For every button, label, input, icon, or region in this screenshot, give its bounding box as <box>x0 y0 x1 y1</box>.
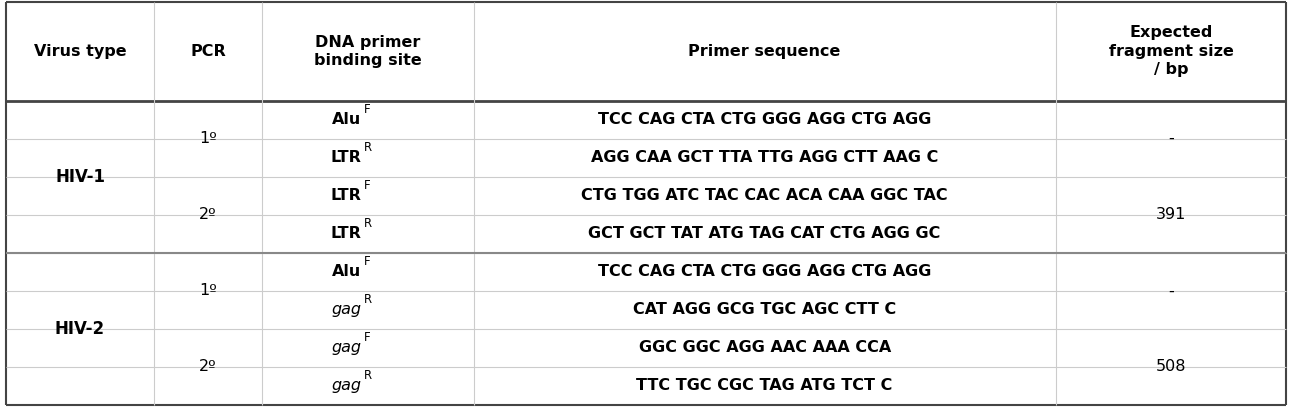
Text: GGC GGC AGG AAC AAA CCA: GGC GGC AGG AAC AAA CCA <box>639 340 891 355</box>
Text: Expected
fragment size
/ bp: Expected fragment size / bp <box>1108 25 1233 77</box>
Text: gag: gag <box>332 379 361 394</box>
Text: HIV-2: HIV-2 <box>55 320 104 338</box>
Text: gag: gag <box>332 302 361 317</box>
Text: R: R <box>364 293 373 306</box>
Text: AGG CAA GCT TTA TTG AGG CTT AAG C: AGG CAA GCT TTA TTG AGG CTT AAG C <box>591 150 938 165</box>
Text: gag: gag <box>332 340 361 355</box>
Text: CAT AGG GCG TGC AGC CTT C: CAT AGG GCG TGC AGC CTT C <box>633 302 897 317</box>
Text: -: - <box>1167 131 1174 146</box>
Text: TCC CAG CTA CTG GGG AGG CTG AGG: TCC CAG CTA CTG GGG AGG CTG AGG <box>599 112 931 127</box>
Text: 2º: 2º <box>199 359 217 374</box>
Text: 2º: 2º <box>199 207 217 222</box>
Text: 508: 508 <box>1156 359 1187 374</box>
Text: 1º: 1º <box>199 283 217 298</box>
Text: PCR: PCR <box>190 44 226 59</box>
Text: CTG TGG ATC TAC CAC ACA CAA GGC TAC: CTG TGG ATC TAC CAC ACA CAA GGC TAC <box>582 188 948 204</box>
Text: 1º: 1º <box>199 131 217 146</box>
Text: Alu: Alu <box>333 265 361 279</box>
Text: R: R <box>364 141 373 154</box>
Text: Alu: Alu <box>333 112 361 127</box>
Text: LTR: LTR <box>330 150 361 165</box>
Text: DNA primer
binding site: DNA primer binding site <box>313 35 422 68</box>
Text: -: - <box>1167 283 1174 298</box>
Text: HIV-1: HIV-1 <box>55 168 104 186</box>
Text: Virus type: Virus type <box>34 44 126 59</box>
Text: LTR: LTR <box>330 226 361 241</box>
Text: LTR: LTR <box>330 188 361 204</box>
Text: F: F <box>364 255 370 268</box>
Text: 391: 391 <box>1156 207 1186 222</box>
Text: TCC CAG CTA CTG GGG AGG CTG AGG: TCC CAG CTA CTG GGG AGG CTG AGG <box>599 265 931 279</box>
Text: R: R <box>364 369 373 382</box>
Text: Primer sequence: Primer sequence <box>689 44 841 59</box>
Text: F: F <box>364 179 370 192</box>
Text: TTC TGC CGC TAG ATG TCT C: TTC TGC CGC TAG ATG TCT C <box>636 379 893 394</box>
Text: F: F <box>364 103 370 116</box>
Text: R: R <box>364 217 373 230</box>
Text: F: F <box>364 331 370 344</box>
Text: GCT GCT TAT ATG TAG CAT CTG AGG GC: GCT GCT TAT ATG TAG CAT CTG AGG GC <box>588 226 940 241</box>
